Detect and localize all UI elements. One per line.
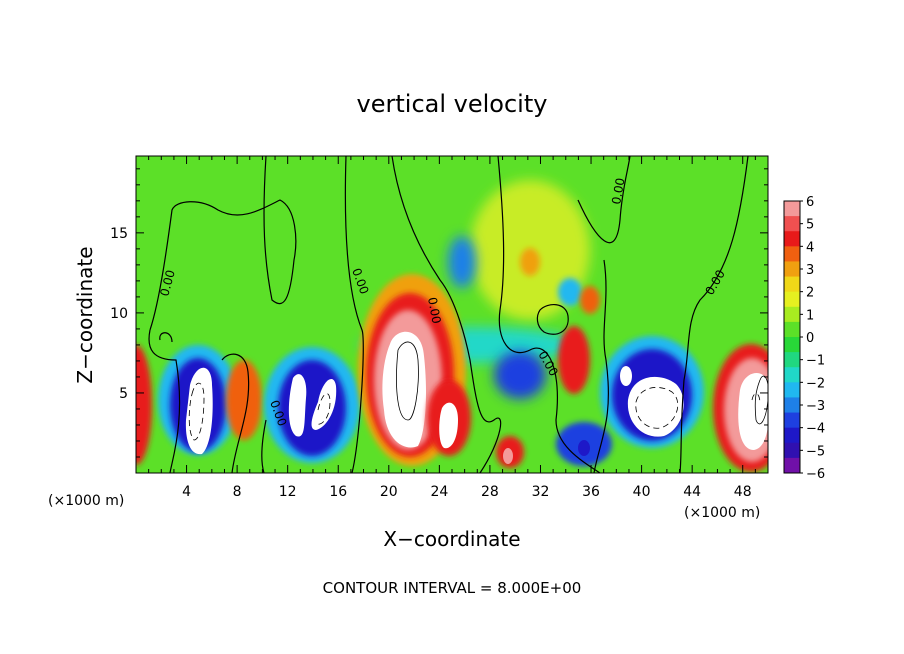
colorbar-tick-label: −3 (806, 399, 825, 414)
colorbar-swatch (784, 337, 800, 353)
colorbar-swatch (784, 231, 800, 247)
contour-label: 0.00 (425, 296, 443, 325)
y-axis: 5 10 15 (110, 168, 768, 458)
colorbar-swatch (784, 427, 800, 444)
downdraft-c-core-1 (288, 374, 307, 437)
colorbar-tick-label: 3 (806, 263, 814, 278)
colorbar-tick-label: 6 (806, 195, 814, 210)
downdraft-a-core (185, 367, 213, 455)
contour-line (635, 387, 679, 429)
x-tick-label: 24 (430, 484, 448, 500)
colorbar-tick-label: 5 (806, 218, 814, 233)
colorbar: 6 5 4 3 2 1 0 −1 −2 −3 −4 −5 −6 (783, 195, 825, 482)
contour-label: 0.00 (609, 177, 627, 206)
contour-line (148, 329, 181, 473)
contour-line (593, 259, 609, 473)
y-tick-label: 15 (110, 226, 128, 242)
x-unit-left: (×1000 m) (48, 493, 124, 509)
updraft-b (226, 360, 262, 440)
chart-title: vertical velocity (357, 90, 548, 118)
colorbar-swatch (784, 367, 800, 383)
downdraft-f (494, 351, 546, 399)
footer-contour-interval: CONTOUR INTERVAL = 8.000E+00 (323, 579, 582, 597)
updraft-d-core (439, 402, 458, 449)
x-tick-label: 16 (329, 484, 347, 500)
updraft-g (558, 326, 590, 394)
field-orange-upper (520, 248, 540, 276)
field-blue-upper (448, 236, 476, 288)
colorbar-swatch (784, 216, 800, 232)
colorbar-swatch (784, 201, 800, 217)
contour-line (344, 156, 364, 473)
x-tick-label: 12 (279, 484, 297, 500)
x-tick-label: 28 (481, 484, 499, 500)
updraft-g-top (580, 286, 600, 314)
colorbar-tick-label: −5 (806, 444, 825, 459)
updraft-core-white (382, 331, 426, 448)
colorbar-swatch (784, 306, 800, 323)
updraft-j-core (738, 373, 768, 450)
colorbar-swatch (784, 442, 800, 459)
x-axis-label: X−coordinate (383, 527, 520, 551)
colorbar-tick-label: −6 (806, 467, 825, 482)
core-contours (188, 341, 768, 441)
plot-area: 0.00 0.00 0.00 0.00 0.00 0.00 0.00 4 8 12 1… (110, 155, 769, 500)
x-tick-label: 32 (532, 484, 550, 500)
colorbar-tick-label: 0 (806, 331, 814, 346)
field-blue-right-upper (558, 278, 582, 306)
contour-line (391, 156, 502, 473)
colorbar-swatch (784, 457, 800, 474)
updraft-e-core (503, 448, 513, 464)
colorbar-swatch (784, 382, 800, 398)
colorbar-swatch (784, 397, 800, 414)
contour-line (679, 156, 749, 473)
colorbar-tick-label: 2 (806, 286, 814, 301)
zero-contours (148, 156, 749, 473)
x-tick-label: 40 (633, 484, 651, 500)
updraft-left-edge (136, 345, 152, 465)
x-tick-label: 8 (233, 484, 242, 500)
contour-line (188, 382, 205, 441)
colorbar-swatch (784, 246, 800, 262)
contour-line (396, 341, 419, 421)
colorbar-tick-label: 1 (806, 308, 814, 323)
x-tick-label: 4 (182, 484, 191, 500)
x-axis: 4 8 12 16 20 24 28 32 36 40 44 48 (148, 156, 756, 500)
downdraft-i-core-2 (620, 366, 632, 386)
contour-line (577, 156, 631, 244)
colorbar-tick-label: 4 (806, 240, 814, 255)
colorbar-tick-label: −2 (806, 376, 825, 391)
colorbar-tick-label: −4 (806, 422, 825, 437)
x-tick-label: 20 (380, 484, 398, 500)
contour-line (497, 156, 601, 473)
contour-label: 0.00 (157, 268, 177, 297)
colorbar-swatch (784, 412, 800, 429)
y-tick-label: 5 (119, 386, 128, 402)
contour-line (315, 393, 331, 425)
colorbar-tick-label: −1 (806, 354, 825, 369)
x-unit-right: (×1000 m) (684, 505, 760, 521)
colorbar-swatch (784, 321, 800, 338)
downdraft-c-core-2 (311, 379, 337, 430)
contour-line (754, 375, 768, 425)
y-tick-label: 10 (110, 306, 128, 322)
downdraft-c-mid (278, 360, 346, 456)
contour-line (536, 304, 569, 335)
x-tick-label: 48 (734, 484, 752, 500)
x-tick-label: 36 (582, 484, 600, 500)
contour-line (149, 156, 297, 331)
colorbar-swatch (784, 291, 800, 308)
contour-line (221, 353, 250, 473)
colorbar-swatch (784, 352, 800, 368)
downdraft-i-core (627, 376, 684, 437)
y-axis-label: Z−coordinate (73, 246, 97, 383)
colorbar-swatch (784, 276, 800, 293)
contour-line (751, 393, 761, 405)
colorbar-swatch (784, 261, 800, 278)
downdraft-h-core (578, 440, 590, 456)
contour-line (261, 419, 267, 473)
x-tick-label: 44 (683, 484, 701, 500)
contour-line (159, 332, 173, 343)
